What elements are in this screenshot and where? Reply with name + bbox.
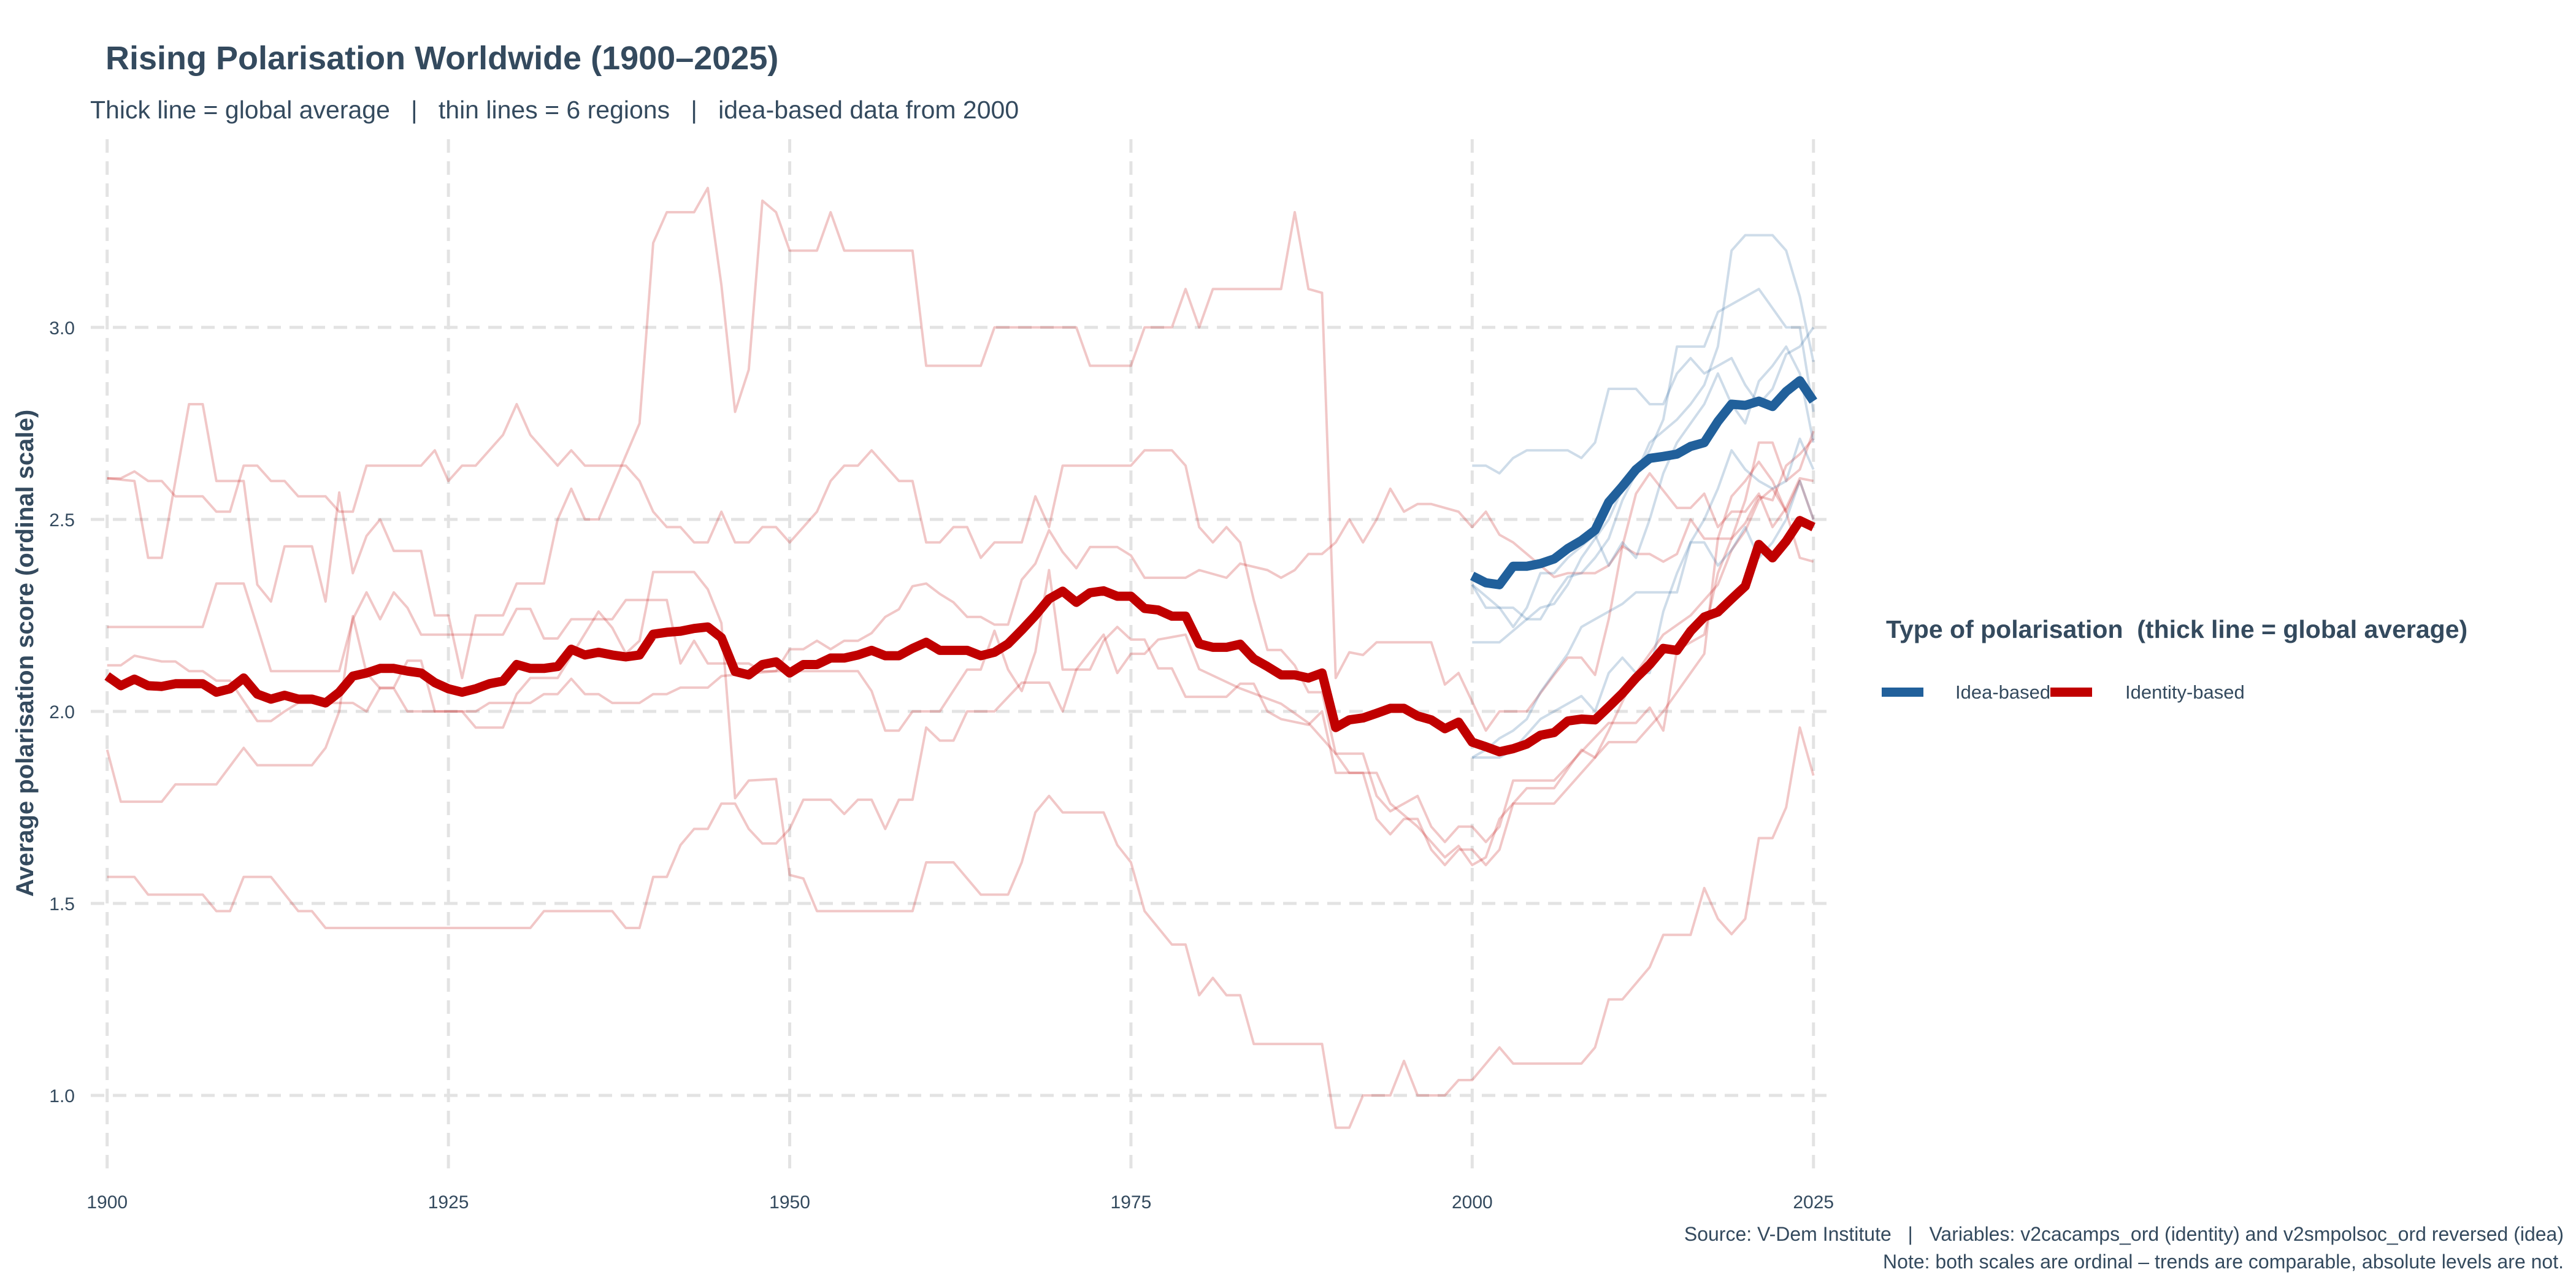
regional-line-identity-based <box>107 403 1815 843</box>
legend: Type of polarisation (thick line = globa… <box>1882 615 2467 703</box>
x-tick-label: 1950 <box>769 1192 810 1213</box>
regional-line-identity-based <box>107 460 1814 867</box>
y-axis-ticks: 1.0 1.5 2.0 2.5 3.0 <box>49 318 75 1106</box>
x-tick-label: 1925 <box>428 1192 469 1213</box>
regional-line-idea-based <box>1472 326 1815 475</box>
y-tick-label: 1.0 <box>49 1086 75 1106</box>
regional-lines <box>105 186 1815 1129</box>
y-tick-label: 1.5 <box>49 894 75 914</box>
regional-line-idea-based <box>1471 480 1815 759</box>
y-axis-title: Average polarisation score (ordinal scal… <box>12 410 39 897</box>
global-average-lines <box>104 376 1817 757</box>
x-tick-label: 1975 <box>1111 1192 1152 1213</box>
legend-label-identity-based: Identity-based <box>2125 681 2245 703</box>
chart-subtitle: Thick line = global average | thin lines… <box>90 96 1019 124</box>
y-tick-label: 3.0 <box>49 318 75 339</box>
x-tick-label: 1900 <box>86 1192 128 1213</box>
chart-title: Rising Polarisation Worldwide (1900–2025… <box>105 40 778 77</box>
note-caption: Note: both scales are ordinal – trends a… <box>1883 1251 2564 1273</box>
source-caption: Source: V-Dem Institute | Variables: v2c… <box>1684 1223 2564 1245</box>
regional-line-identity-based <box>107 480 1815 929</box>
gridlines <box>91 139 1827 1168</box>
regional-line-identity-based <box>105 570 1815 1129</box>
x-axis-ticks: 1900 1925 1950 1975 2000 2025 <box>86 1192 1834 1213</box>
legend-key-idea-based <box>1882 688 1923 697</box>
global-average-line-identity-based <box>104 516 1815 757</box>
x-tick-label: 2000 <box>1452 1192 1493 1213</box>
regional-line-idea-based <box>1472 437 1815 759</box>
regional-line-identity-based <box>107 186 1814 732</box>
legend-key-identity-based <box>2050 688 2092 697</box>
regional-line-identity-based <box>107 438 1815 673</box>
y-tick-label: 2.5 <box>49 510 75 531</box>
y-tick-label: 2.0 <box>49 702 75 723</box>
legend-label-idea-based: Idea-based <box>1955 681 2050 703</box>
legend-title: Type of polarisation (thick line = globa… <box>1886 615 2467 643</box>
regional-line-idea-based <box>1471 345 1815 629</box>
x-tick-label: 2025 <box>1793 1192 1834 1213</box>
global-average-line-idea-based <box>1470 376 1817 589</box>
regional-line-idea-based <box>1471 234 1815 621</box>
